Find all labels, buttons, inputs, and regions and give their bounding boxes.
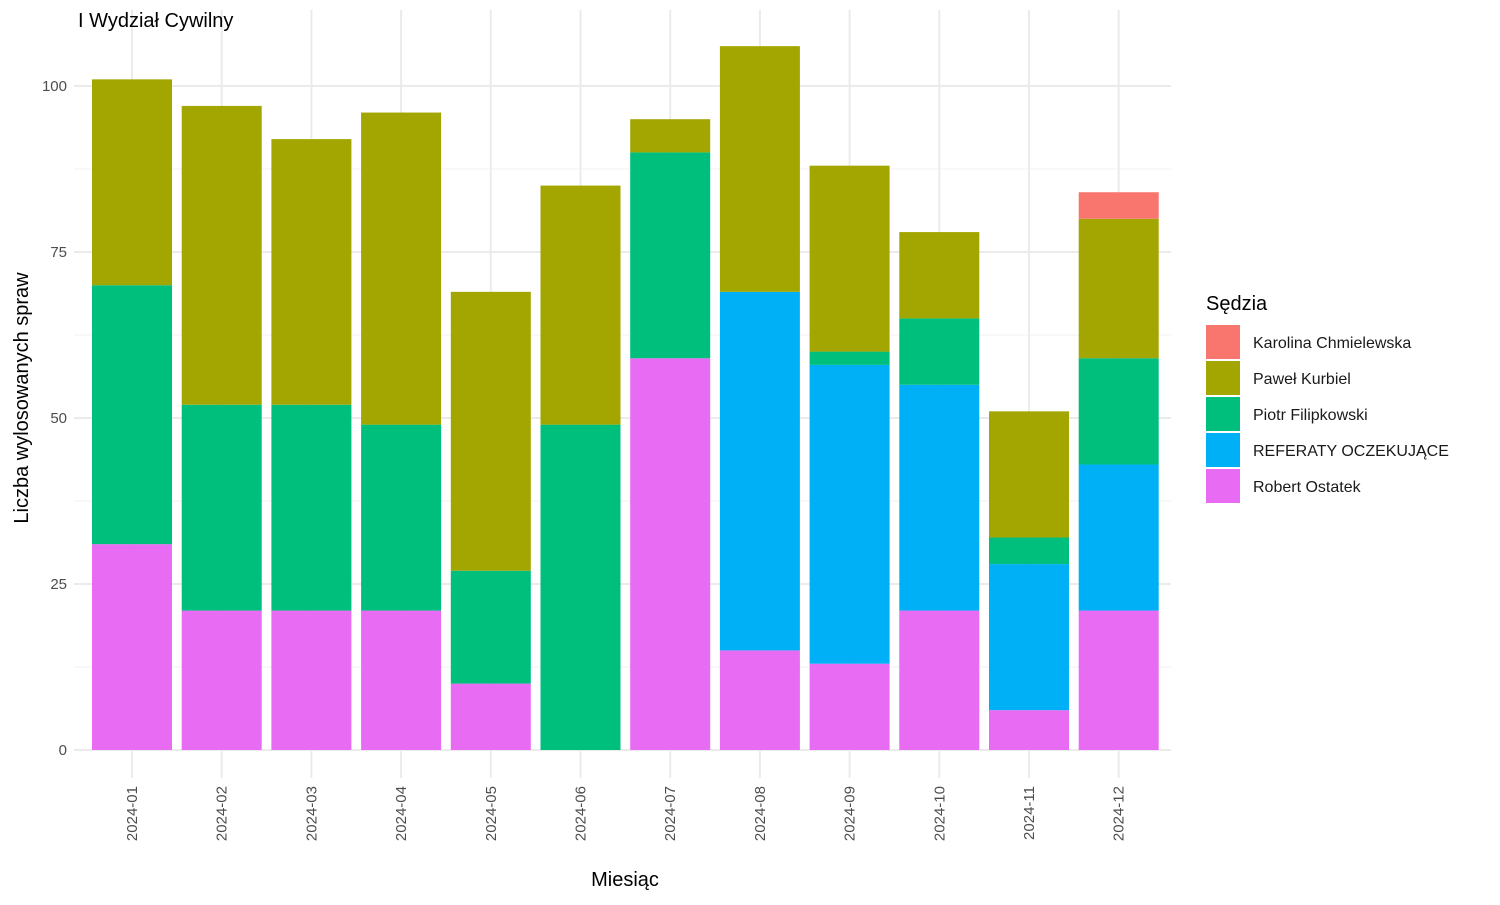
bar-segment (630, 358, 711, 750)
bars-layer (92, 46, 1159, 750)
x-tick-label: 2024-06 (573, 786, 590, 841)
legend-label: REFERATY OCZEKUJĄCE (1253, 443, 1449, 460)
legend-label: Paweł Kurbiel (1253, 371, 1351, 388)
bar-segment (271, 139, 352, 405)
bar-segment (1078, 464, 1159, 611)
bar-segment (181, 404, 262, 611)
legend-key (1206, 433, 1240, 467)
bar-segment (719, 46, 800, 292)
bar-segment (899, 232, 980, 319)
y-axis-title: Liczba wylosowanych spraw (11, 272, 33, 524)
bar-segment (1078, 192, 1159, 219)
bar-segment (989, 564, 1069, 711)
bar-segment (809, 351, 890, 365)
bar-segment (450, 291, 531, 571)
bar-segment (361, 610, 442, 750)
bar-segment (630, 152, 711, 359)
bar-segment (809, 165, 890, 352)
legend: Karolina Chmielewska Paweł Kurbiel Piotr F… (1206, 325, 1449, 503)
bar-segment (809, 663, 890, 750)
bar-segment (361, 424, 442, 611)
legend-key (1206, 361, 1240, 395)
bar-segment (899, 318, 980, 385)
x-tick-label: 2024-10 (931, 786, 948, 841)
x-tick-label: 2024-12 (1111, 786, 1128, 841)
bar-segment (540, 424, 621, 750)
bar-segment (630, 119, 711, 153)
y-tick-label: 0 (59, 742, 67, 759)
x-tick-label: 2024-01 (124, 786, 141, 841)
x-tick-label: 2024-07 (662, 786, 679, 841)
legend-title: Sędzia (1206, 293, 1268, 315)
x-axis-title: Miesiąc (591, 869, 659, 891)
legend-label: Robert Ostatek (1253, 479, 1362, 496)
axis-layer: 0 25 50 75 100 2024-01 2024-02 2024-03 2024-04 20… (42, 78, 1128, 841)
bar-segment (719, 650, 800, 750)
legend-key (1206, 469, 1240, 503)
bar-segment (92, 79, 172, 286)
y-tick-label: 25 (50, 576, 67, 593)
bar-segment (899, 610, 980, 750)
bar-segment (1078, 610, 1159, 750)
legend-key (1206, 397, 1240, 431)
x-tick-label: 2024-05 (483, 786, 500, 841)
x-tick-label: 2024-02 (214, 786, 231, 841)
bar-segment (181, 610, 262, 750)
bar-segment (92, 544, 172, 750)
bar-segment (271, 404, 352, 611)
bar-segment (361, 112, 442, 425)
bar-segment (271, 610, 352, 750)
x-tick-label: 2024-09 (842, 786, 859, 841)
x-tick-label: 2024-04 (393, 786, 410, 841)
chart-title: I Wydział Cywilny (78, 10, 233, 32)
bar-segment (1078, 358, 1159, 465)
y-tick-label: 75 (50, 244, 67, 261)
bar-segment (989, 710, 1069, 750)
bar-segment (181, 105, 262, 405)
y-tick-label: 50 (50, 410, 67, 427)
legend-label: Piotr Filipkowski (1253, 407, 1368, 424)
bar-segment (989, 537, 1069, 565)
legend-label: Karolina Chmielewska (1253, 335, 1411, 352)
bar-segment (989, 411, 1069, 538)
bar-segment (450, 570, 531, 684)
bar-segment (540, 185, 621, 425)
x-tick-label: 2024-08 (752, 786, 769, 841)
legend-key (1206, 325, 1240, 359)
bar-segment (719, 291, 800, 651)
bar-segment (450, 683, 531, 750)
bar-segment (809, 364, 890, 664)
x-tick-label: 2024-03 (303, 786, 320, 841)
y-tick-label: 100 (42, 78, 67, 95)
bar-segment (92, 285, 172, 545)
bar-segment (899, 384, 980, 611)
x-tick-label: 2024-11 (1021, 786, 1038, 840)
bar-segment (1078, 218, 1159, 359)
